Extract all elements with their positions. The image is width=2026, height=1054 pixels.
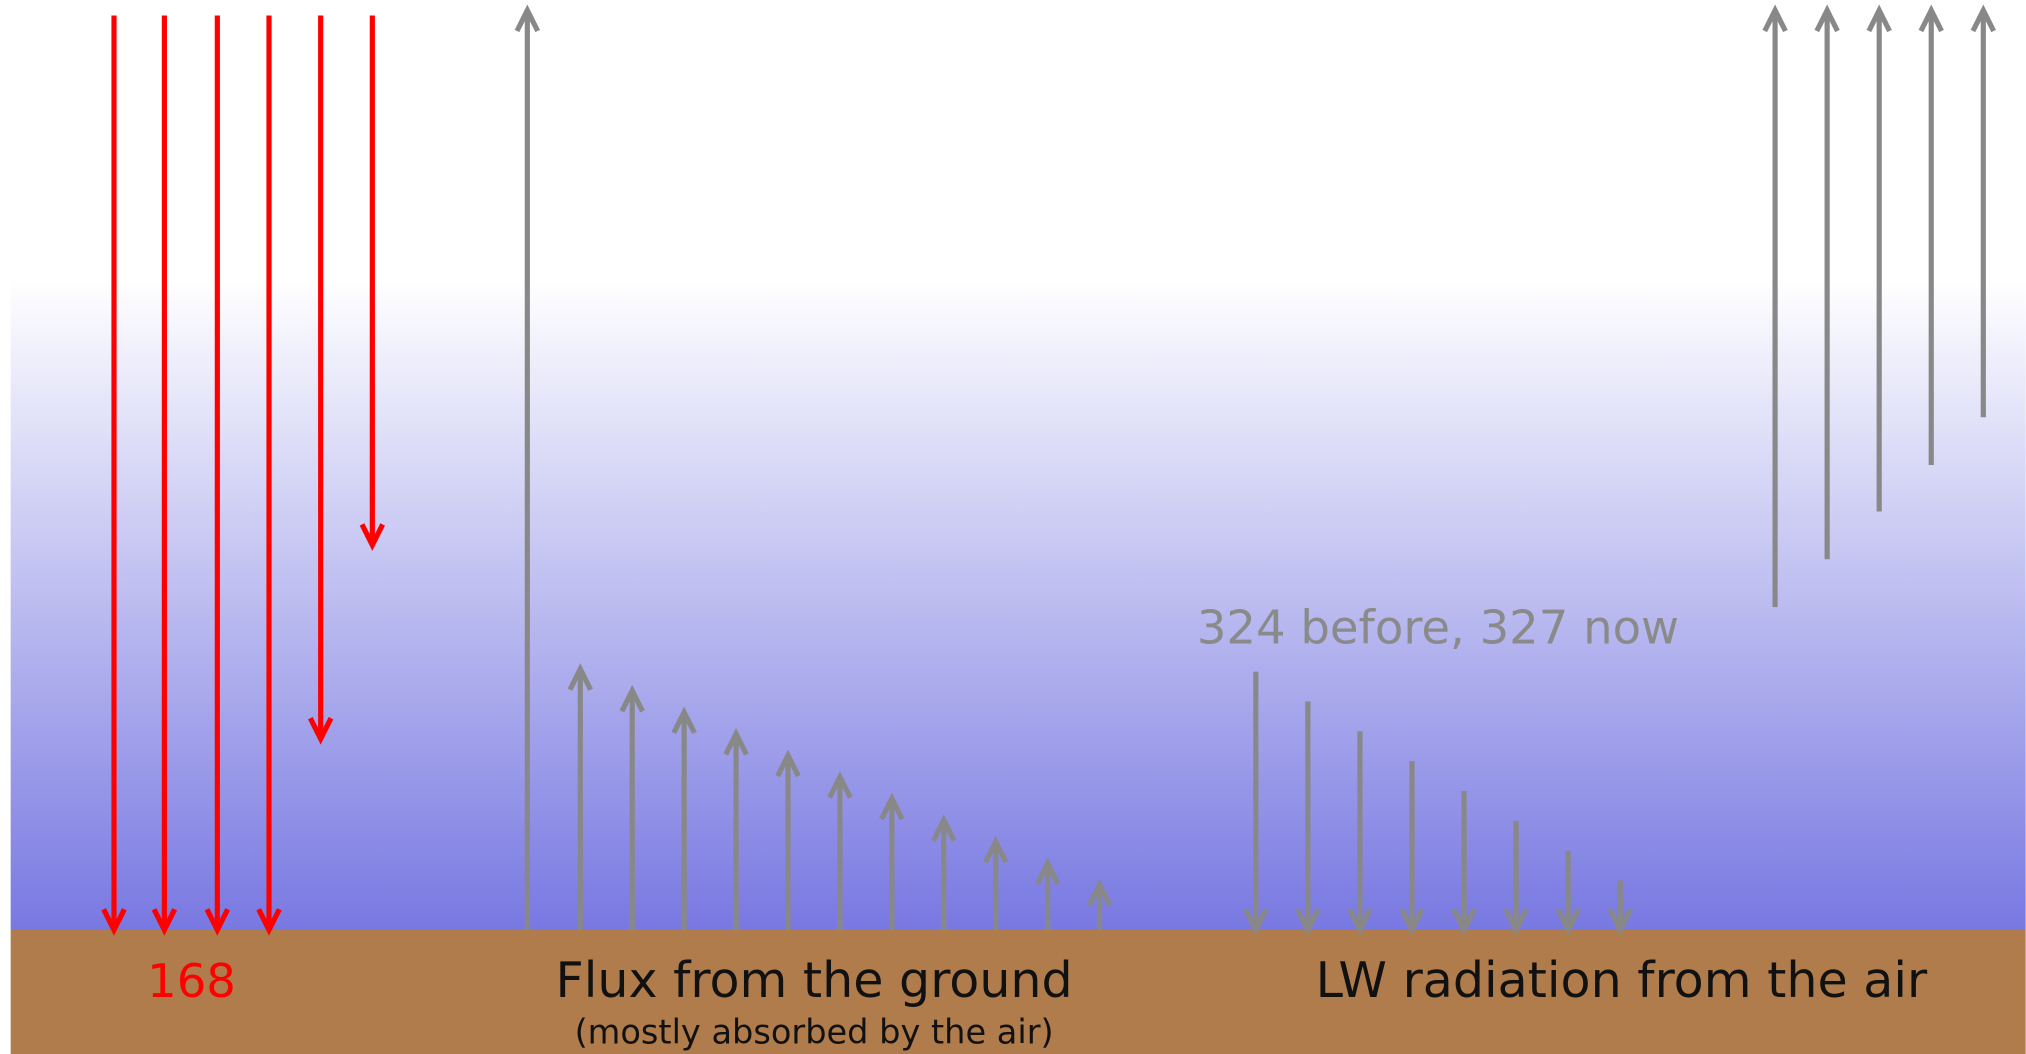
arrow <box>256 15 282 936</box>
arrow <box>723 728 749 930</box>
arrow <box>1034 857 1061 930</box>
arrow <box>359 15 385 551</box>
arrow <box>1295 701 1321 936</box>
arrow <box>204 15 230 936</box>
lw-annotation: 324 before, 327 now <box>1197 600 1679 654</box>
arrow <box>879 792 905 930</box>
arrow <box>671 706 697 930</box>
arrow <box>567 663 593 930</box>
arrow <box>1970 4 1996 418</box>
arrow <box>775 749 801 930</box>
arrow <box>101 15 127 936</box>
arrow <box>1399 761 1425 936</box>
arrow <box>827 771 853 930</box>
arrow <box>1555 850 1581 936</box>
flux-title: Flux from the ground <box>555 951 1072 1009</box>
sky <box>10 0 2026 930</box>
arrow <box>1347 731 1373 936</box>
arrows <box>101 4 1996 936</box>
arrow <box>514 4 540 930</box>
arrow <box>1243 671 1269 936</box>
flux-note: (mostly absorbed by the air) <box>575 1013 1054 1052</box>
arrow <box>1086 879 1113 930</box>
lw-title: LW radiation from the air <box>1316 951 1928 1009</box>
arrow <box>1451 791 1477 936</box>
ground <box>10 930 2026 1054</box>
arrow <box>308 15 334 745</box>
solar-label: 168 <box>147 954 236 1008</box>
arrow <box>1918 4 1944 465</box>
arrow <box>931 814 957 930</box>
arrow <box>619 684 645 930</box>
arrow <box>151 15 178 936</box>
arrow <box>1814 4 1840 560</box>
arrow <box>1866 4 1892 512</box>
arrow <box>1607 880 1633 936</box>
arrow <box>1503 820 1529 936</box>
arrow <box>983 835 1009 930</box>
arrow <box>1762 4 1788 608</box>
